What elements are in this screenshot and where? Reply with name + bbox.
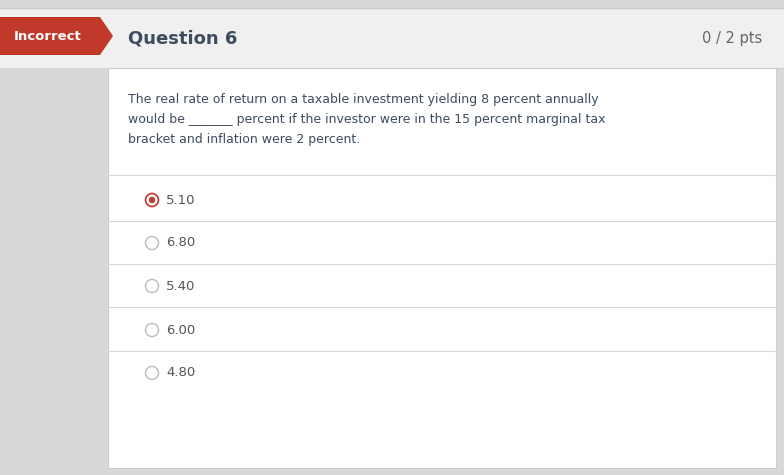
Text: bracket and inflation were 2 percent.: bracket and inflation were 2 percent. <box>128 133 361 146</box>
Text: 6.00: 6.00 <box>166 323 195 336</box>
Text: 0 / 2 pts: 0 / 2 pts <box>702 30 762 46</box>
Text: 6.80: 6.80 <box>166 237 195 249</box>
Bar <box>0 8 784 68</box>
Circle shape <box>150 198 154 202</box>
Polygon shape <box>0 17 113 55</box>
Text: would be _______ percent if the investor were in the 15 percent marginal tax: would be _______ percent if the investor… <box>128 113 605 126</box>
Text: Incorrect: Incorrect <box>14 30 82 43</box>
Text: 4.80: 4.80 <box>166 367 195 380</box>
Text: 5.40: 5.40 <box>166 279 195 293</box>
Text: The real rate of return on a taxable investment yielding 8 percent annually: The real rate of return on a taxable inv… <box>128 93 599 106</box>
Text: Question 6: Question 6 <box>128 29 238 47</box>
Text: 5.10: 5.10 <box>166 193 195 207</box>
Bar <box>108 68 776 468</box>
